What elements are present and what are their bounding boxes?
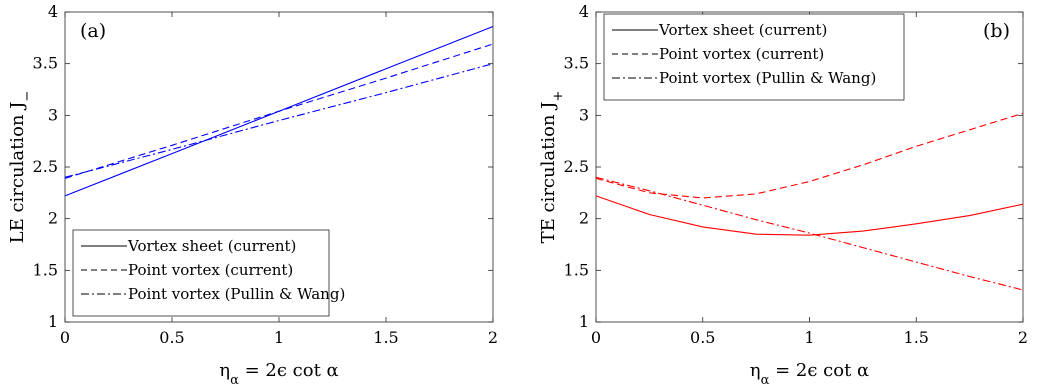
x-tick-label: 1 xyxy=(274,328,284,347)
x-axis-label: ηα = 2ϵ cot α xyxy=(750,360,869,386)
y-tick-label: 3 xyxy=(48,105,58,124)
y-axis-label: LE circulation J− xyxy=(7,91,35,244)
series-line-solid xyxy=(595,195,1024,236)
x-tick-label: 0.5 xyxy=(159,328,184,347)
x-tick-label: 2 xyxy=(488,328,498,347)
legend-entry-label: Point vortex (current) xyxy=(128,261,293,279)
x-tick-label: 0 xyxy=(591,328,601,347)
legend-entry-label: Vortex sheet (current) xyxy=(127,237,296,255)
x-tick-label: 2 xyxy=(1018,328,1028,347)
x-tick-label: 0.5 xyxy=(690,328,715,347)
y-tick-label: 3.5 xyxy=(33,54,58,73)
y-tick-label: 1 xyxy=(48,312,58,331)
y-tick-label: 1 xyxy=(579,312,589,331)
y-tick-label: 2.5 xyxy=(564,157,589,176)
panel-a: 0 0.5 1 1.5 2 1 1.5 2 2.5 3 3.5 4 ηα = 2ϵ cot α LE ci… xyxy=(7,2,498,386)
series-line-dashed xyxy=(595,112,1024,199)
series-line-dashed xyxy=(64,43,494,179)
y-tick-label: 2.5 xyxy=(33,157,58,176)
panel-label: (a) xyxy=(80,20,106,42)
y-tick-label: 3 xyxy=(579,105,589,124)
y-tick-label: 1.5 xyxy=(33,260,58,279)
x-tick-label: 1 xyxy=(804,328,814,347)
x-tick-label: 1.5 xyxy=(904,328,929,347)
legend-entry-label: Point vortex (current) xyxy=(659,45,824,63)
y-tick-label: 1.5 xyxy=(564,260,589,279)
y-tick-label: 2 xyxy=(579,209,589,228)
panel-label: (b) xyxy=(983,20,1010,42)
x-tick-label: 1.5 xyxy=(373,328,398,347)
series-line-dashdot xyxy=(595,176,1024,291)
x-axis-label: ηα = 2ϵ cot α xyxy=(219,360,338,386)
y-tick-label: 4 xyxy=(579,2,589,21)
panel-b: 0 0.5 1 1.5 2 1 1.5 2 2.5 3 3.5 4 ηα = 2ϵ cot α TE ci… xyxy=(538,2,1028,386)
legend-box xyxy=(603,13,905,101)
legend-entry-label: Point vortex (Pullin & Wang) xyxy=(128,285,345,303)
series-line-dashdot xyxy=(64,63,494,178)
legend: Vortex sheet (current) Point vortex (curr… xyxy=(72,229,345,317)
y-tick-label: 4 xyxy=(48,2,58,21)
legend: Vortex sheet (current) Point vortex (curr… xyxy=(603,13,905,101)
legend-entry-label: Vortex sheet (current) xyxy=(658,21,827,39)
y-tick-label: 3.5 xyxy=(564,54,589,73)
legend-entry-label: Point vortex (Pullin & Wang) xyxy=(659,69,876,87)
x-tick-label: 0 xyxy=(60,328,70,347)
legend-box xyxy=(72,229,330,317)
y-axis-label: TE circulation J+ xyxy=(538,91,566,244)
y-tick-label: 2 xyxy=(48,209,58,228)
